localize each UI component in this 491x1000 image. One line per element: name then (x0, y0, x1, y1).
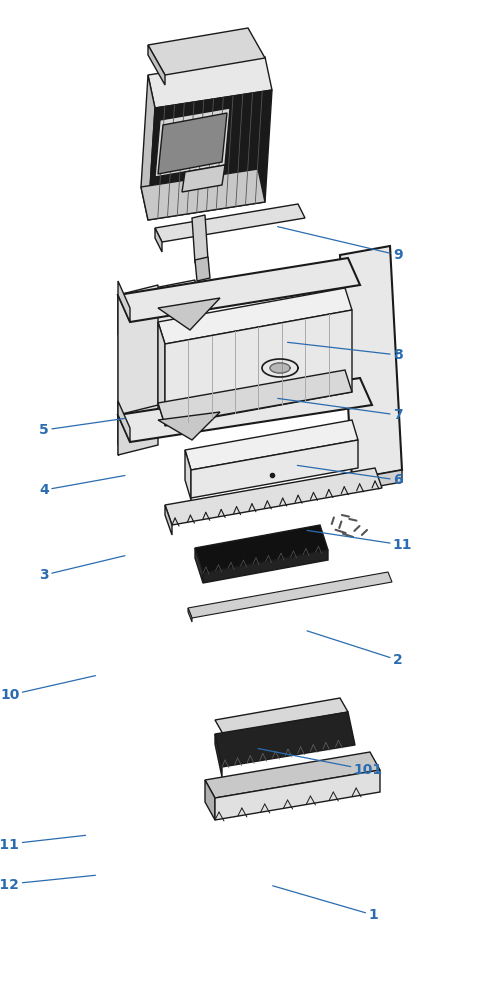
Polygon shape (205, 752, 380, 798)
Polygon shape (191, 440, 358, 498)
Polygon shape (118, 378, 372, 442)
Text: 11: 11 (307, 530, 412, 552)
Polygon shape (158, 412, 220, 440)
Text: 6: 6 (298, 465, 403, 487)
Polygon shape (203, 550, 328, 583)
Polygon shape (188, 572, 392, 618)
Polygon shape (141, 75, 155, 220)
Polygon shape (195, 525, 328, 573)
Polygon shape (195, 257, 210, 281)
Polygon shape (118, 285, 158, 445)
Text: 1012: 1012 (0, 875, 95, 892)
Polygon shape (182, 165, 225, 192)
Polygon shape (165, 505, 172, 535)
Polygon shape (158, 113, 227, 174)
Polygon shape (188, 608, 192, 622)
Polygon shape (148, 45, 165, 85)
Polygon shape (118, 405, 158, 455)
Polygon shape (148, 90, 272, 220)
Polygon shape (185, 450, 191, 500)
Polygon shape (158, 288, 352, 344)
Polygon shape (165, 310, 352, 426)
Text: 1: 1 (273, 886, 378, 922)
Text: 9: 9 (277, 227, 403, 262)
Text: 101: 101 (258, 749, 382, 777)
Polygon shape (352, 470, 402, 491)
Polygon shape (340, 246, 402, 479)
Polygon shape (158, 322, 165, 425)
Polygon shape (215, 770, 380, 820)
Polygon shape (148, 28, 265, 75)
Polygon shape (155, 228, 162, 252)
Polygon shape (215, 734, 222, 777)
Polygon shape (185, 420, 358, 470)
Polygon shape (118, 258, 360, 322)
Polygon shape (205, 780, 215, 820)
Polygon shape (118, 280, 195, 335)
Text: 5: 5 (39, 418, 125, 437)
Polygon shape (118, 281, 130, 322)
Polygon shape (165, 468, 382, 525)
Text: 8: 8 (288, 342, 403, 362)
Polygon shape (215, 712, 355, 767)
Polygon shape (215, 698, 348, 734)
Polygon shape (192, 215, 208, 263)
Text: 3: 3 (39, 556, 125, 582)
Text: 2: 2 (307, 631, 403, 667)
Polygon shape (118, 401, 130, 442)
Polygon shape (158, 370, 352, 425)
Polygon shape (155, 204, 305, 242)
Text: 10: 10 (0, 676, 95, 702)
Polygon shape (195, 548, 203, 583)
Text: 1011: 1011 (0, 835, 85, 852)
Polygon shape (158, 298, 220, 330)
Text: 7: 7 (278, 398, 403, 422)
Polygon shape (141, 169, 265, 220)
Text: 4: 4 (39, 475, 125, 497)
Polygon shape (148, 57, 272, 108)
Polygon shape (270, 363, 290, 373)
Polygon shape (155, 108, 230, 177)
